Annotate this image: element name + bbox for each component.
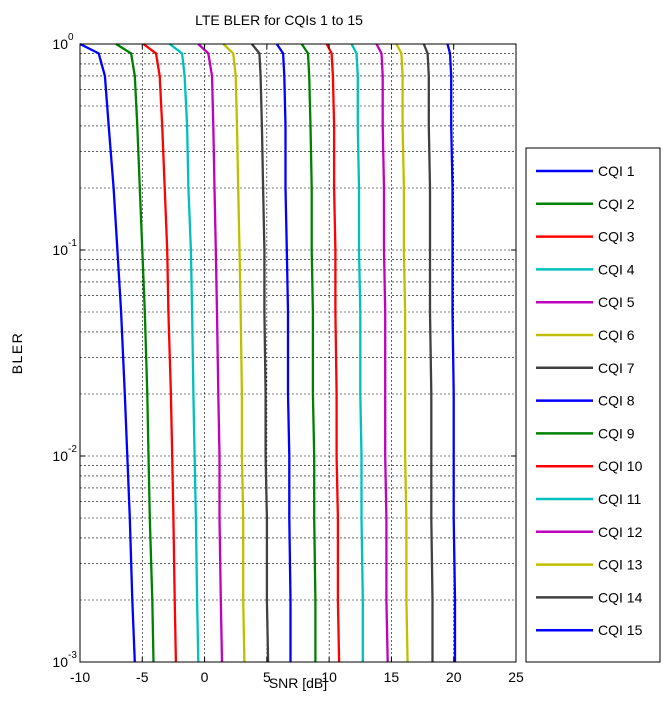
series-line-cqi-5: [197, 43, 224, 663]
x-axis-ticks: -10 -5 0 5 10 15 20 25: [70, 44, 524, 685]
legend-label-cqi-3: CQI 3: [598, 229, 635, 245]
x-tick-label: 20: [446, 669, 462, 685]
y-tick-label-base: 10: [52, 242, 68, 258]
legend-label-cqi-13: CQI 13: [598, 557, 643, 573]
series-line-cqi-3: [142, 43, 178, 663]
x-tick-label: 25: [508, 669, 524, 685]
x-tick-label: -5: [136, 669, 149, 685]
legend-label-cqi-10: CQI 10: [598, 458, 643, 474]
x-tick-label: -10: [70, 669, 90, 685]
legend-label-cqi-5: CQI 5: [598, 294, 635, 310]
legend: CQI 1 CQI 2 CQI 3 CQI 4 CQI 5 CQI 6 CQI 7 CQI 8…: [525, 147, 661, 663]
legend-label-cqi-7: CQI 7: [598, 360, 635, 376]
legend-label-cqi-4: CQI 4: [598, 261, 635, 277]
x-tick-label: 0: [201, 669, 209, 685]
legend-label-cqi-2: CQI 2: [598, 196, 635, 212]
series-line-cqi-9: [300, 43, 317, 662]
plot-area-frame: [79, 43, 517, 663]
series-line-cqi-8: [275, 43, 292, 662]
y-tick-label-base: 10: [52, 448, 68, 464]
series-line-cqi-4: [169, 43, 200, 663]
legend-label-cqi-12: CQI 12: [598, 524, 643, 540]
y-tick-label-base: 10: [52, 36, 68, 52]
legend-label-cqi-6: CQI 6: [598, 327, 635, 343]
series-line-cqi-7: [251, 43, 270, 663]
series-line-cqi-10: [325, 43, 341, 663]
series-line-cqi-11: [350, 43, 364, 662]
legend-label-cqi-11: CQI 11: [598, 491, 642, 507]
y-axis-label: BLER: [9, 332, 25, 375]
series-line-cqi-1: [79, 42, 136, 663]
y-tick-label-base: 10: [52, 654, 68, 670]
legend-label-cqi-15: CQI 15: [598, 622, 643, 638]
series-line-cqi-15: [446, 43, 457, 662]
legend-label-cqi-8: CQI 8: [598, 393, 635, 409]
y-tick-label-exponent: -3: [68, 650, 77, 661]
series-line-cqi-13: [395, 43, 409, 663]
chart-title: LTE BLER for CQIs 1 to 15: [195, 12, 363, 28]
legend-box: [525, 147, 661, 663]
x-axis-label: SNR [dB]: [269, 675, 327, 691]
legend-label-cqi-14: CQI 14: [598, 589, 643, 605]
x-tick-label: 15: [384, 669, 400, 685]
y-tick-label-exponent: 0: [68, 32, 74, 43]
x-tick-label: 10: [321, 669, 337, 685]
y-tick-label-exponent: -1: [68, 238, 77, 249]
legend-label-cqi-9: CQI 9: [598, 425, 635, 441]
x-tick-label: 5: [263, 669, 271, 685]
series-line-cqi-6: [222, 43, 246, 663]
series-line-cqi-12: [375, 43, 389, 663]
series-layer: [79, 42, 457, 663]
series-line-cqi-14: [422, 43, 434, 662]
y-tick-label-exponent: -2: [68, 444, 77, 455]
legend-label-cqi-1: CQI 1: [598, 163, 635, 179]
series-line-cqi-2: [115, 43, 155, 663]
